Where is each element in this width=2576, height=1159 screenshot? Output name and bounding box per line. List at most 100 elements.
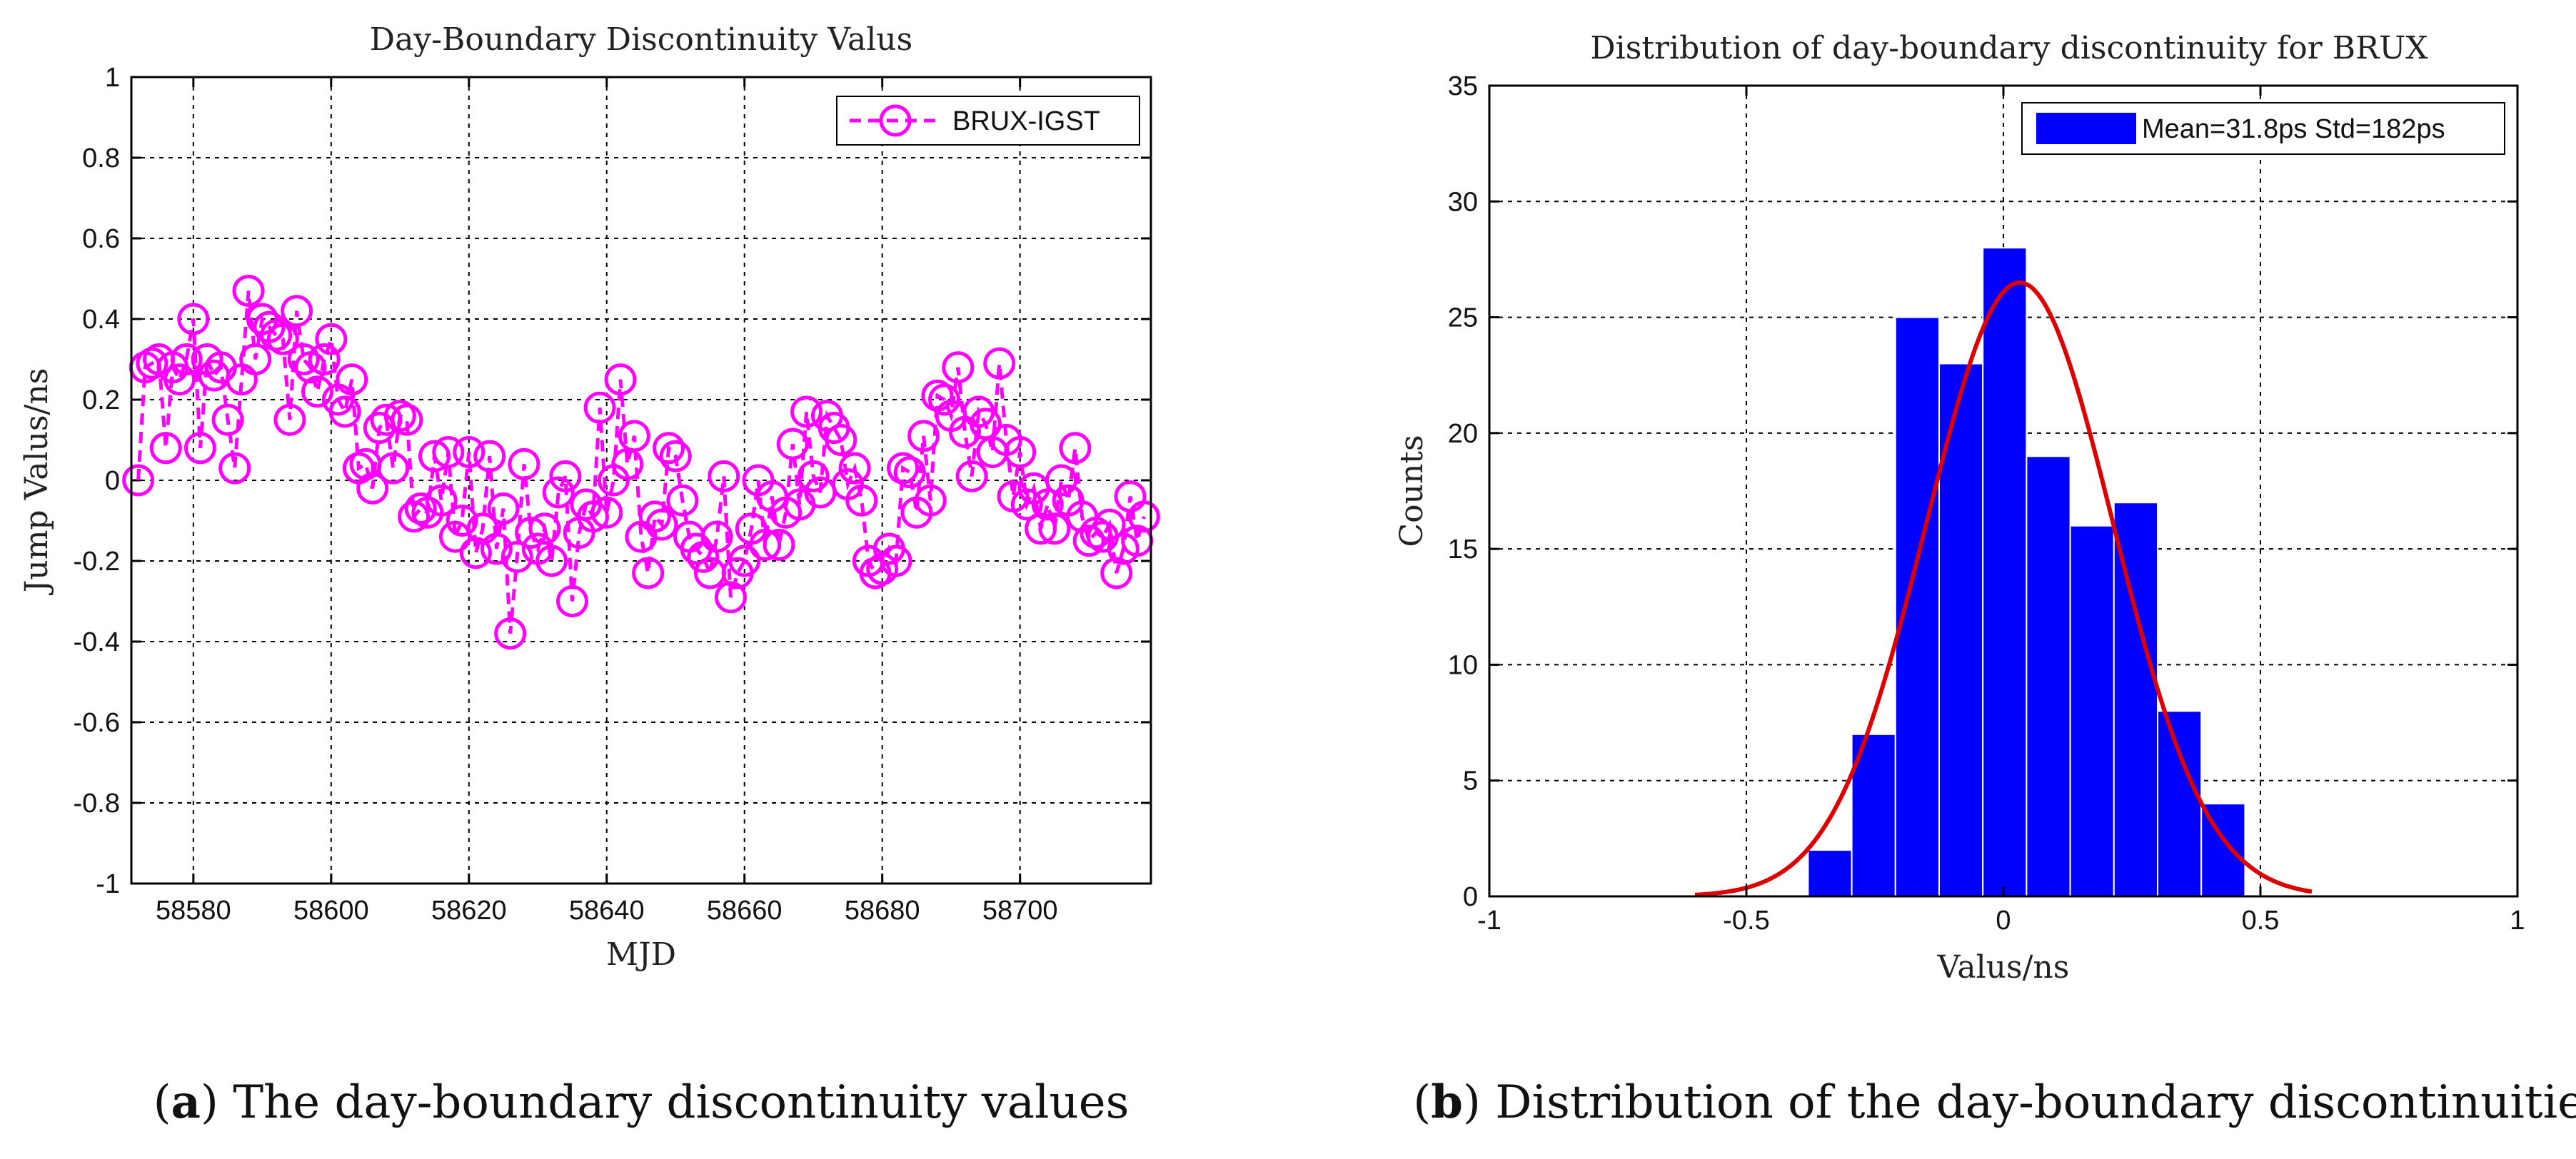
legend: Mean=31.8ps Std=182ps [2021, 102, 2505, 155]
histogram-bars [1807, 247, 2246, 898]
data-point-marker [377, 452, 410, 485]
data-point-marker [797, 460, 830, 492]
caption-a-text: The day-boundary discontinuity values [218, 1076, 1129, 1129]
data-point-marker [198, 359, 231, 392]
data-point-marker [604, 363, 637, 396]
normal-fit-curve [1694, 280, 2313, 897]
y-tick-label: 20 [1448, 419, 1478, 449]
x-tick-label: 58680 [845, 896, 920, 926]
data-point-marker [928, 383, 961, 416]
histogram-bar [1807, 849, 1853, 897]
data-point-marker [708, 460, 740, 492]
histogram-bar [1982, 247, 2028, 897]
data-point-marker [700, 520, 733, 553]
data-point-marker [1038, 512, 1071, 545]
y-tick-label: 5 [1463, 766, 1478, 796]
x-tick-label: 0.5 [2242, 906, 2280, 936]
data-point-marker [1031, 488, 1064, 521]
data-point-marker [459, 537, 492, 570]
data-point-marker [1100, 557, 1133, 589]
data-point-marker [446, 505, 478, 537]
histogram-bar [2069, 525, 2115, 897]
data-point-marker [653, 432, 685, 465]
data-point-marker [893, 456, 926, 489]
y-tick-label: 10 [1448, 650, 1478, 680]
histogram-bar [2113, 502, 2159, 897]
x-tick-label: 58640 [569, 896, 645, 926]
data-point-marker [425, 484, 458, 517]
y-tick-label: 0 [105, 466, 120, 496]
data-point-marker [907, 420, 940, 452]
data-point-marker [776, 427, 809, 460]
chart-title: Distribution of day-boundary discontinui… [1590, 30, 2428, 66]
data-point-marker [838, 452, 871, 485]
series-markers [122, 274, 1160, 650]
data-point-marker [535, 545, 568, 577]
data-point-marker [666, 484, 699, 517]
data-point-marker [790, 395, 823, 428]
y-tick-label: 35 [1448, 71, 1478, 101]
data-point-marker [211, 403, 244, 436]
y-tick-label: 1 [105, 63, 120, 93]
data-point-marker [659, 440, 692, 472]
data-point-marker [287, 343, 320, 375]
x-axis-label: MJD [606, 936, 676, 973]
histogram-bar [2157, 710, 2203, 897]
data-point-marker [239, 343, 272, 375]
data-point-marker [1004, 435, 1037, 468]
y-tick-label: 0.6 [82, 224, 120, 254]
y-tick-label: -0.2 [74, 547, 120, 577]
data-point-marker [136, 347, 168, 380]
data-point-marker [714, 581, 747, 614]
data-point-marker [528, 512, 561, 545]
data-point-marker [1093, 508, 1126, 541]
data-point-marker [308, 343, 341, 375]
data-point-marker [170, 343, 203, 375]
x-tick-label: 58660 [707, 896, 783, 926]
data-point-marker [880, 545, 912, 577]
data-point-marker [638, 500, 671, 533]
data-point-marker [122, 464, 155, 497]
x-axis-label: Valus/ns [1937, 949, 2070, 986]
y-tick-label: 25 [1448, 303, 1478, 333]
data-point-marker [500, 540, 533, 573]
y-tick-label: 0 [1463, 882, 1478, 912]
data-point-marker [549, 460, 582, 492]
grid-lines [131, 77, 1151, 884]
data-point-marker [356, 472, 389, 505]
plot-frame [1488, 84, 2519, 898]
data-point-marker [542, 476, 575, 509]
data-point-marker [391, 403, 423, 436]
data-point-marker [515, 516, 548, 549]
legend: BRUX-IGST [836, 96, 1140, 146]
data-point-marker [383, 400, 416, 432]
data-point-marker [232, 274, 265, 307]
data-point-marker [576, 500, 609, 533]
y-tick-label: 30 [1448, 187, 1478, 217]
y-axis-ticks: 0 5 10 15 20 25 30 35 [1448, 71, 2517, 912]
data-point-marker [453, 435, 485, 468]
x-tick-label: 0 [1996, 906, 2011, 936]
x-tick-label: -0.5 [1723, 906, 1769, 936]
x-tick-label: -1 [1477, 906, 1501, 936]
data-point-marker [404, 492, 437, 525]
plot-frame [130, 76, 1152, 885]
data-point-marker [177, 303, 210, 335]
caption-a-letter: a [171, 1076, 201, 1129]
data-point-marker [418, 440, 451, 472]
y-tick-label: -0.6 [74, 708, 120, 738]
data-point-marker [370, 403, 403, 436]
y-axis-label: Jump Valus/ns [19, 368, 55, 596]
data-point-marker [1072, 525, 1105, 557]
y-tick-label: 0.4 [82, 305, 120, 335]
data-point-marker [887, 452, 920, 485]
data-point-marker [266, 323, 299, 355]
data-point-marker [1059, 432, 1092, 465]
y-tick-label: 0.8 [82, 143, 120, 173]
data-point-marker [632, 557, 665, 589]
data-point-marker [432, 435, 465, 468]
y-tick-label: -1 [96, 869, 120, 899]
data-point-marker [1025, 512, 1057, 545]
data-point-marker [273, 403, 306, 436]
y-tick-label: 0.2 [82, 385, 120, 415]
